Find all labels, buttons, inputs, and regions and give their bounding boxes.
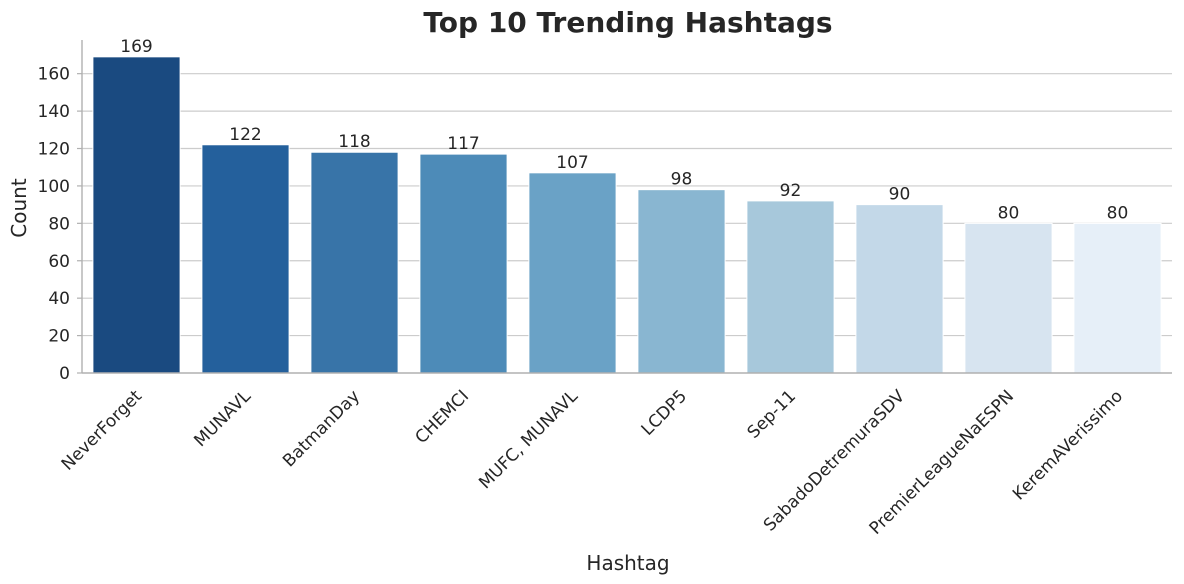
bar-value-label: 90 xyxy=(889,185,911,205)
bar xyxy=(528,172,617,374)
bar-value-label: 80 xyxy=(1107,203,1129,223)
bar-value-label: 117 xyxy=(447,134,479,154)
bars xyxy=(92,56,1162,374)
y-tick-label: 120 xyxy=(38,140,70,160)
bar xyxy=(964,222,1053,374)
bar-value-label: 92 xyxy=(780,181,802,201)
y-tick-label: 60 xyxy=(48,252,70,272)
bar xyxy=(637,189,726,374)
x-tick-label: LCDP5 xyxy=(638,386,691,439)
x-tick-labels: NeverForget MUNAVL BatmanDay CHEMCI MUFC, MU… xyxy=(58,386,1127,539)
y-tick-label: 100 xyxy=(38,177,70,197)
bar xyxy=(310,151,399,374)
bar xyxy=(201,144,290,374)
bar xyxy=(1073,222,1162,374)
x-tick-label: MUNAVL xyxy=(190,386,255,451)
x-tick-label: Sep-11 xyxy=(744,386,800,442)
bar-value-label: 122 xyxy=(229,125,261,145)
y-tick-label: 40 xyxy=(48,289,70,309)
bar-value-label: 98 xyxy=(671,170,693,190)
y-tick-labels: 0 20 40 60 80 100 120 140 160 xyxy=(38,65,82,384)
bar-value-label: 107 xyxy=(556,153,588,173)
bar xyxy=(746,200,835,374)
x-tick-label: KeremAVerissimo xyxy=(1009,386,1127,504)
data-labels: 169 122 118 117 107 98 92 90 80 80 xyxy=(120,37,1128,224)
bar-value-label: 118 xyxy=(338,132,370,152)
y-axis-label: Count xyxy=(7,178,31,238)
bar xyxy=(419,153,508,374)
x-axis-label: Hashtag xyxy=(586,551,669,575)
x-tick-label: MUFC, MUNAVL xyxy=(475,386,582,493)
y-tick-label: 140 xyxy=(38,102,70,122)
axes xyxy=(81,40,1172,374)
y-tick-label: 80 xyxy=(48,214,70,234)
bar-value-label: 80 xyxy=(998,203,1020,223)
y-tick-label: 160 xyxy=(38,65,70,85)
x-tick-label: CHEMCI xyxy=(412,386,473,447)
y-tick-label: 20 xyxy=(48,327,70,347)
bar-value-label: 169 xyxy=(120,37,152,57)
y-tick-label: 0 xyxy=(59,364,70,384)
bar xyxy=(855,204,944,374)
x-tick-label: BatmanDay xyxy=(279,386,364,471)
bar xyxy=(92,56,181,374)
chart-title: Top 10 Trending Hashtags xyxy=(423,6,832,39)
x-tick-label: NeverForget xyxy=(58,386,147,475)
